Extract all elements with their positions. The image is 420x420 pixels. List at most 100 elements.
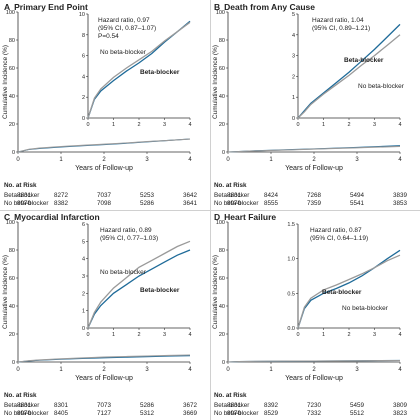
inset-y-tick-label: 2 — [292, 74, 295, 80]
main-y-tick-label: 80 — [219, 248, 225, 254]
inset-x-tick-label: 1 — [322, 122, 325, 128]
risk-row-label: No beta-blocker — [4, 200, 49, 207]
inset-x-tick-label: 1 — [112, 332, 115, 338]
inset-y-tick-label: 10 — [79, 12, 85, 18]
inset-x-tick-label: 4 — [188, 332, 191, 338]
panel-header: C Myocardial Infarction — [4, 212, 100, 222]
main-y-tick-label: 60 — [219, 66, 225, 72]
inset-y-tick-label: 8 — [82, 33, 85, 39]
risk-cell: 5494 — [349, 192, 364, 199]
main-y-tick-label: 100 — [216, 10, 225, 16]
risk-cell: 3642 — [182, 192, 197, 199]
risk-cell: 7359 — [306, 200, 321, 207]
main-x-tick-label: 3 — [355, 367, 359, 373]
inset-x-tick-label: 1 — [112, 122, 115, 128]
risk-cell: 7037 — [96, 192, 111, 199]
inset-series-no-beta-blocker — [297, 34, 401, 119]
inset-x-tick-label: 4 — [188, 122, 191, 128]
x-axis-label: Years of Follow-up — [75, 165, 133, 172]
main-x-tick-label: 0 — [226, 367, 230, 373]
risk-cell: 5512 — [349, 410, 364, 417]
risk-cell: 8831 — [16, 402, 31, 409]
confidence-interval: (95% CI, 0.64–1.19) — [310, 235, 368, 242]
main-y-tick-label: 80 — [219, 38, 225, 44]
risk-cell: 7230 — [306, 402, 321, 409]
main-x-tick-label: 2 — [312, 157, 316, 163]
series-label-beta-blocker: Beta-blocker — [140, 287, 180, 294]
main-y-tick-label: 100 — [6, 220, 15, 226]
y-axis-label: Cumulative Incidence (%) — [2, 45, 9, 119]
main-y-tick-label: 100 — [216, 220, 225, 226]
inset-y-tick-label: 4 — [292, 33, 295, 39]
risk-row-label: Beta-blocker — [4, 192, 40, 199]
main-series-no-beta-blocker — [17, 354, 191, 363]
inset-x-tick-label: 3 — [163, 332, 166, 338]
inset-x-tick-label: 2 — [137, 332, 140, 338]
confidence-interval: (95% CI, 0.77–1.03) — [100, 235, 158, 242]
main-x-tick-label: 2 — [102, 367, 106, 373]
hazard-ratio: Hazard ratio, 0.89 — [100, 227, 152, 234]
inset-y-tick-label: 0 — [82, 116, 85, 122]
inset-y-tick-label: 1.5 — [287, 222, 295, 228]
main-x-tick-label: 0 — [226, 157, 230, 163]
inset-y-tick-label: 1 — [292, 95, 295, 101]
inset-x-tick-label: 0 — [296, 122, 299, 128]
inset-axes: 5 4 3 2 1 00 1 2 3 4 Hazard ratio, 1.04(95% CI, 0.… — [292, 12, 405, 128]
inset-series-no-beta-blocker — [297, 254, 401, 329]
risk-cell: 8392 — [263, 402, 278, 409]
confidence-interval: (95% CI, 0.89–1.21) — [312, 25, 370, 32]
risk-cell: 5312 — [139, 410, 154, 417]
risk-cell: 3672 — [182, 402, 197, 409]
risk-row-label: Beta-blocker — [214, 402, 250, 409]
risk-cell: 8831 — [226, 402, 241, 409]
main-x-tick-label: 3 — [355, 157, 359, 163]
inset-y-tick-label: 3 — [292, 54, 295, 60]
panel-header: A Primary End Point — [4, 2, 88, 12]
inset-axes: 1.5 1.0 0.5 0.00 1 2 3 4 Hazard ratio, 0.87(95% … — [287, 222, 401, 338]
risk-cell: 3641 — [182, 200, 197, 207]
inset-series-no-beta-blocker — [87, 21, 191, 119]
main-y-tick-label: 60 — [9, 276, 15, 282]
risk-cell: 7332 — [306, 410, 321, 417]
panel-letter: A — [4, 2, 11, 12]
risk-cell: 3809 — [392, 402, 407, 409]
inset-x-tick-label: 4 — [398, 332, 401, 338]
series-label-beta-blocker: Beta-blocker — [140, 69, 180, 76]
inset-x-tick-label: 2 — [137, 122, 140, 128]
risk-cell: 8405 — [53, 410, 68, 417]
main-x-tick-label: 3 — [145, 367, 149, 373]
risk-cell: 5286 — [139, 200, 154, 207]
main-x-tick-label: 4 — [188, 157, 192, 163]
x-axis-label: Years of Follow-up — [75, 375, 133, 382]
inset-x-tick-label: 2 — [347, 122, 350, 128]
main-x-tick-label: 4 — [398, 157, 402, 163]
p-value: P=0.54 — [98, 33, 119, 40]
risk-row-label: No beta-blocker — [214, 410, 259, 417]
main-x-tick-label: 1 — [269, 367, 273, 373]
series-label-no-beta-blocker: No beta-blocker — [100, 49, 147, 56]
main-series-no-beta-blocker — [227, 145, 401, 153]
risk-cell: 8970 — [226, 200, 241, 207]
risk-cell: 8831 — [16, 192, 31, 199]
main-x-tick-label: 1 — [59, 367, 63, 373]
main-y-tick-label: 20 — [219, 332, 225, 338]
panel-header: D Heart Failure — [214, 212, 276, 222]
inset-y-tick-label: 2 — [82, 291, 85, 297]
inset-x-tick-label: 1 — [322, 332, 325, 338]
panel-header: B Death from Any Cause — [214, 2, 315, 12]
horizontal-divider — [0, 209, 420, 211]
main-y-tick-label: 0 — [222, 150, 225, 156]
risk-row-label: No beta-blocker — [214, 200, 259, 207]
panel-title: Heart Failure — [224, 212, 277, 222]
main-series-no-beta-blocker — [227, 359, 401, 363]
inset-y-tick-label: 0.0 — [287, 326, 295, 332]
inset-series-beta-blocker — [297, 249, 401, 329]
main-x-tick-label: 2 — [102, 157, 106, 163]
risk-table-title: No. at Risk — [214, 392, 247, 399]
main-x-tick-label: 4 — [398, 367, 402, 373]
inset-x-tick-label: 3 — [163, 122, 166, 128]
